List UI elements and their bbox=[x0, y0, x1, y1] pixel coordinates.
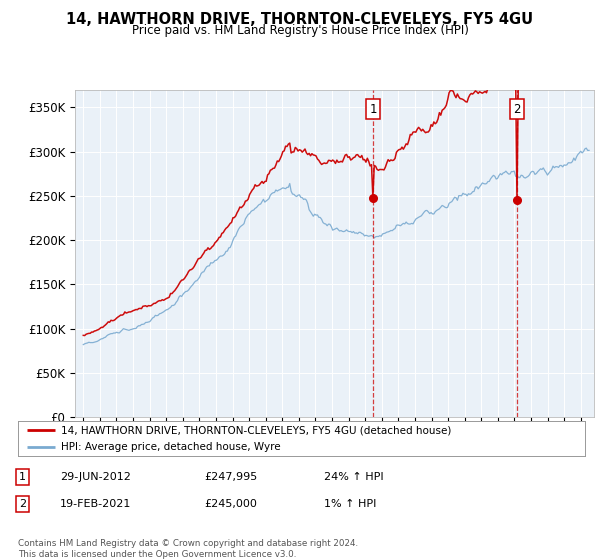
Text: £245,000: £245,000 bbox=[204, 499, 257, 509]
Text: Contains HM Land Registry data © Crown copyright and database right 2024.
This d: Contains HM Land Registry data © Crown c… bbox=[18, 539, 358, 559]
Text: HPI: Average price, detached house, Wyre: HPI: Average price, detached house, Wyre bbox=[61, 442, 280, 452]
Text: 1: 1 bbox=[370, 102, 377, 115]
Text: 14, HAWTHORN DRIVE, THORNTON-CLEVELEYS, FY5 4GU (detached house): 14, HAWTHORN DRIVE, THORNTON-CLEVELEYS, … bbox=[61, 425, 451, 435]
Text: Price paid vs. HM Land Registry's House Price Index (HPI): Price paid vs. HM Land Registry's House … bbox=[131, 24, 469, 37]
Text: 2: 2 bbox=[513, 102, 520, 115]
Text: 1% ↑ HPI: 1% ↑ HPI bbox=[324, 499, 376, 509]
Text: 29-JUN-2012: 29-JUN-2012 bbox=[60, 472, 131, 482]
Text: 14, HAWTHORN DRIVE, THORNTON-CLEVELEYS, FY5 4GU: 14, HAWTHORN DRIVE, THORNTON-CLEVELEYS, … bbox=[67, 12, 533, 27]
Text: 1: 1 bbox=[19, 472, 26, 482]
Text: 2: 2 bbox=[19, 499, 26, 509]
Text: £247,995: £247,995 bbox=[204, 472, 257, 482]
Text: 24% ↑ HPI: 24% ↑ HPI bbox=[324, 472, 383, 482]
Text: 19-FEB-2021: 19-FEB-2021 bbox=[60, 499, 131, 509]
